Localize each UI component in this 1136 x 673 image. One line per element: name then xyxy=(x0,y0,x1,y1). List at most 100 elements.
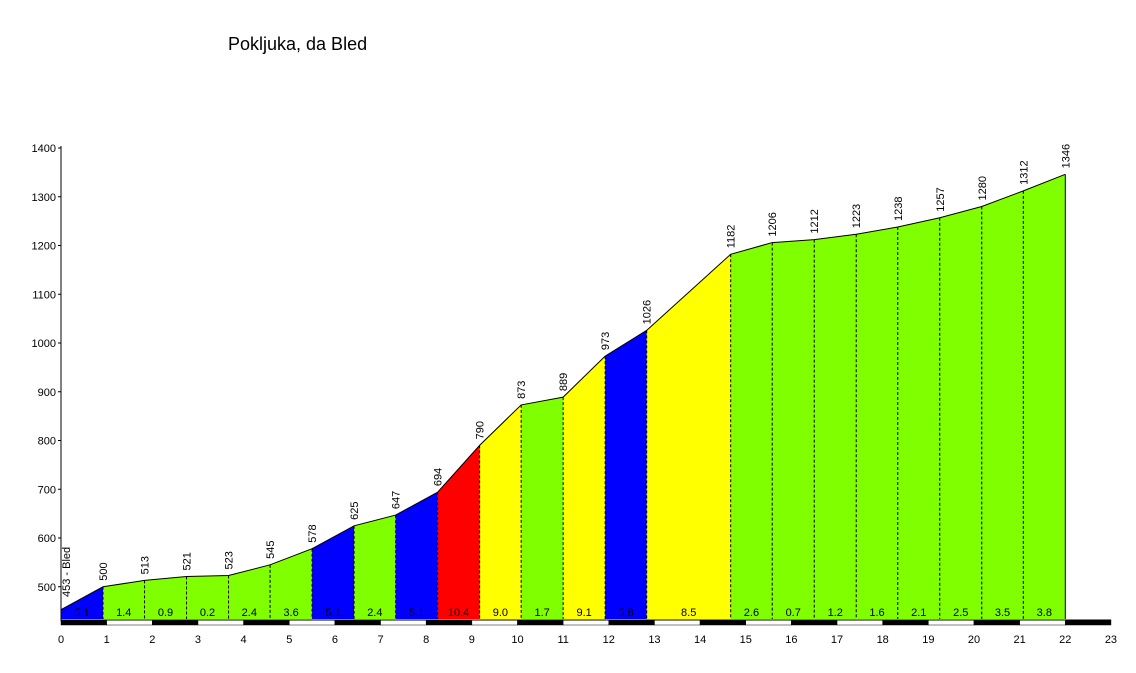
x-tick-label: 13 xyxy=(648,634,660,646)
elevation-label: 1312 xyxy=(1018,160,1030,184)
x-tick-label: 8 xyxy=(423,634,429,646)
gradient-label: 5.1 xyxy=(74,607,89,619)
profile-segment xyxy=(395,492,438,619)
x-scale-block xyxy=(699,619,746,626)
elevation-label: 889 xyxy=(558,373,570,391)
y-tick-label: 1300 xyxy=(32,192,56,204)
x-scale-block xyxy=(289,619,336,626)
elevation-label: 500 xyxy=(98,562,110,580)
gradient-label: 8.5 xyxy=(681,607,696,619)
x-scale-block xyxy=(1065,619,1112,626)
x-scale-block xyxy=(928,619,975,626)
elevation-label: 790 xyxy=(475,421,487,439)
gradient-label: 2.1 xyxy=(911,607,926,619)
x-scale-block xyxy=(973,619,1020,626)
x-tick-label: 23 xyxy=(1105,634,1117,646)
gradient-label: 9.1 xyxy=(577,607,592,619)
elevation-label: 1212 xyxy=(809,209,821,233)
x-scale-block xyxy=(517,619,564,626)
profile-segment xyxy=(61,586,103,619)
x-tick-label: 20 xyxy=(968,634,980,646)
elevation-label: 578 xyxy=(307,524,319,542)
y-tick-label: 800 xyxy=(38,436,56,448)
gradient-label: 5.1 xyxy=(409,607,424,619)
x-tick-label: 2 xyxy=(149,634,155,646)
y-tick-label: 1200 xyxy=(32,241,56,253)
x-scale-block xyxy=(836,619,883,626)
gradient-label: 0.2 xyxy=(200,607,215,619)
elevation-label: 453 - Bled xyxy=(61,547,73,597)
profile-segment xyxy=(144,576,187,619)
profile-segment xyxy=(354,515,396,619)
elevation-label: 523 xyxy=(224,551,236,569)
profile-segment xyxy=(939,206,982,619)
x-tick-label: 4 xyxy=(241,634,247,646)
x-scale-block xyxy=(471,619,518,626)
gradient-label: 9.0 xyxy=(493,607,508,619)
profile-segment xyxy=(312,525,355,619)
gradient-label: 1.7 xyxy=(535,607,550,619)
profile-line xyxy=(60,173,1066,611)
elevation-label: 1346 xyxy=(1060,144,1072,168)
x-scale-block xyxy=(745,619,792,626)
elevation-label: 1257 xyxy=(935,187,947,211)
x-tick-label: 16 xyxy=(785,634,797,646)
profile-segment xyxy=(521,397,564,619)
x-tick-label: 22 xyxy=(1059,634,1071,646)
y-tick-label: 1100 xyxy=(32,289,56,301)
gradient-label: 5.1 xyxy=(325,607,340,619)
elevation-label: 1026 xyxy=(642,300,654,324)
gradient-label: 3.5 xyxy=(995,607,1010,619)
x-scale-block xyxy=(197,619,244,626)
gradient-label: 1.6 xyxy=(869,607,884,619)
x-tick-label: 21 xyxy=(1014,634,1026,646)
x-tick-label: 7 xyxy=(377,634,383,646)
profile-segment xyxy=(646,254,731,619)
x-tick-label: 11 xyxy=(557,634,568,646)
elevation-label: 625 xyxy=(349,501,361,519)
profile-segment xyxy=(1023,174,1066,619)
x-tick-label: 14 xyxy=(694,634,706,646)
profile-segment xyxy=(772,239,815,619)
x-scale-block xyxy=(654,619,701,626)
x-tick-label: 6 xyxy=(332,634,338,646)
y-tick-label: 900 xyxy=(38,387,56,399)
x-scale-block xyxy=(562,619,610,626)
gradient-label: 5.8 xyxy=(618,607,633,619)
elevation-label: 521 xyxy=(182,552,194,570)
elevation-label: 694 xyxy=(433,468,445,486)
gradient-label: 0.7 xyxy=(786,607,801,619)
gradient-label: 2.4 xyxy=(242,607,257,619)
gradient-label: 1.4 xyxy=(116,607,131,619)
elevation-label: 647 xyxy=(391,491,403,509)
elevation-label: 973 xyxy=(600,332,612,350)
x-tick-label: 9 xyxy=(469,634,475,646)
profile-segment xyxy=(856,226,898,619)
y-tick-label: 1400 xyxy=(32,143,56,155)
x-scale-block xyxy=(106,619,153,626)
gradient-label: 2.4 xyxy=(367,607,382,619)
elevation-label: 1182 xyxy=(726,225,738,249)
profile-segment xyxy=(814,234,857,619)
gradient-label: 10.4 xyxy=(448,607,469,619)
x-tick-label: 15 xyxy=(740,634,752,646)
x-tick-label: 17 xyxy=(831,634,843,646)
x-scale-block xyxy=(60,619,107,626)
profile-segment xyxy=(605,330,647,619)
profile-segment xyxy=(897,217,940,619)
profile-segment xyxy=(479,404,522,619)
elevation-label: 1280 xyxy=(977,176,989,200)
profile-segment xyxy=(102,580,145,619)
gradient-label: 2.6 xyxy=(744,607,759,619)
y-tick-label: 600 xyxy=(38,533,56,545)
x-scale-block xyxy=(152,619,199,626)
gradient-label: 1.2 xyxy=(828,607,843,619)
y-tick-label: 1000 xyxy=(32,338,56,350)
x-tick-label: 3 xyxy=(195,634,201,646)
x-tick-label: 10 xyxy=(511,634,523,646)
profile-segment xyxy=(186,575,229,619)
x-scale-block xyxy=(425,619,473,626)
x-tick-label: 1 xyxy=(104,634,110,646)
gradient-label: 2.5 xyxy=(953,607,968,619)
